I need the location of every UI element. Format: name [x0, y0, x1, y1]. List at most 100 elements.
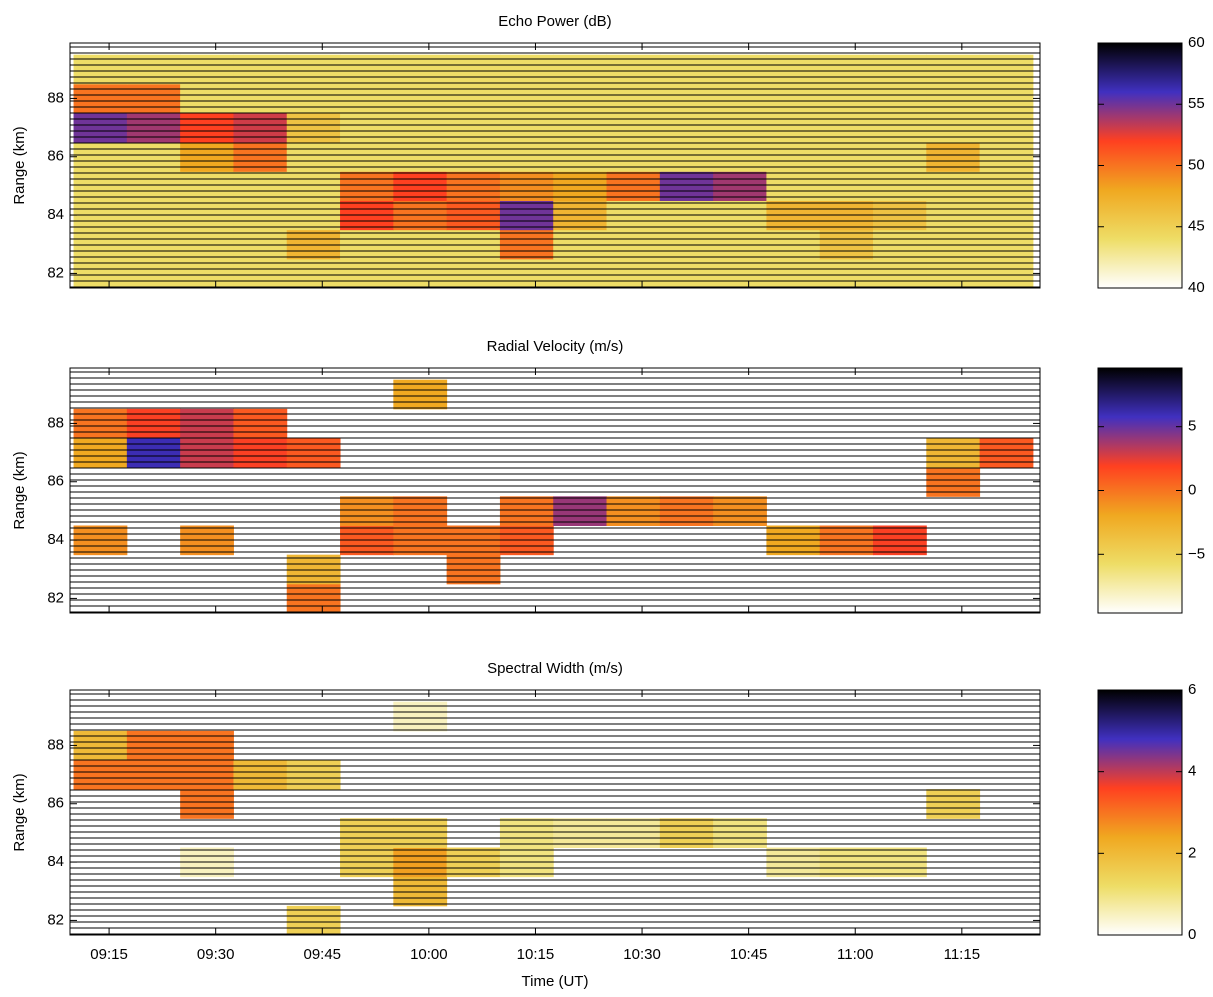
cell [873, 54, 927, 85]
cell [713, 496, 767, 526]
cell [499, 113, 554, 143]
cell [126, 408, 181, 439]
cell [606, 83, 661, 114]
cell [819, 171, 874, 201]
cell [286, 438, 341, 468]
cell [819, 113, 874, 143]
colorbar-tick-label: −5 [1188, 545, 1205, 562]
colorbar-tick-label: 0 [1188, 481, 1196, 498]
cell [233, 760, 288, 790]
cell [393, 379, 448, 410]
cell [499, 54, 554, 85]
cell [233, 438, 288, 468]
cell [393, 818, 448, 848]
cell [233, 258, 288, 288]
colorbar [1097, 42, 1183, 289]
y-axis-label: Range (km) [11, 773, 28, 851]
y-tick-label: 82 [47, 911, 64, 928]
y-tick-label: 88 [47, 414, 64, 431]
cell [340, 258, 394, 288]
cell [126, 171, 181, 201]
cell [340, 171, 394, 201]
cell [499, 496, 554, 526]
cell [73, 258, 128, 288]
colorbar-tick-label: 60 [1188, 34, 1205, 51]
cell [873, 258, 927, 288]
cell [606, 496, 661, 526]
cell [713, 83, 767, 114]
cell [553, 83, 608, 114]
cell [286, 83, 341, 114]
cell [926, 113, 981, 143]
cell [819, 83, 874, 114]
cell [340, 83, 394, 114]
cell [659, 171, 714, 201]
colorbar-tick-label: 4 [1188, 763, 1196, 780]
cell [286, 171, 341, 201]
cell [446, 54, 501, 85]
cell [553, 496, 608, 526]
cell [180, 54, 234, 85]
y-tick-label: 88 [47, 89, 64, 106]
panel-title: Echo Power (dB) [498, 13, 611, 30]
plot-frame [69, 42, 1041, 289]
cell [180, 438, 234, 468]
cell [979, 83, 1034, 114]
panel-title: Radial Velocity (m/s) [487, 338, 624, 355]
cell [926, 438, 981, 468]
cell [873, 113, 927, 143]
cell [606, 818, 661, 848]
cell [553, 258, 608, 288]
cell [73, 54, 128, 85]
cell [499, 818, 554, 848]
cell [180, 113, 234, 143]
cell [286, 905, 341, 935]
y-tick-label: 86 [47, 473, 64, 490]
cell [713, 113, 767, 143]
cell [233, 83, 288, 114]
cell [713, 54, 767, 85]
colorbar-tick-label: 6 [1188, 681, 1196, 698]
cell [180, 258, 234, 288]
x-tick-label: 10:15 [517, 946, 555, 963]
x-tick-label: 11:00 [837, 946, 873, 963]
cell [713, 171, 767, 201]
cell [233, 113, 288, 143]
cell [873, 83, 927, 114]
cell [73, 408, 128, 439]
cell [873, 171, 927, 201]
cell [659, 113, 714, 143]
cell [819, 258, 874, 288]
cell [659, 83, 714, 114]
cell [340, 496, 394, 526]
plot-frame [69, 367, 1041, 614]
cell [73, 113, 128, 143]
cell [659, 54, 714, 85]
cell [286, 258, 341, 288]
cell [606, 54, 661, 85]
x-tick-label: 09:45 [303, 946, 341, 963]
panel: 82 84 86 88 09:15 09:30 09:45 10:00 10:15 10:30 10… [11, 660, 1196, 990]
cell [233, 171, 288, 201]
cell [926, 258, 981, 288]
cell [393, 171, 448, 201]
cell [766, 113, 821, 143]
colorbar-tick-label: 45 [1188, 218, 1205, 235]
cell [126, 54, 181, 85]
cell [766, 171, 821, 201]
y-tick-label: 84 [47, 206, 64, 223]
y-tick-label: 86 [47, 795, 64, 812]
cell [553, 818, 608, 848]
x-tick-label: 09:15 [90, 946, 128, 963]
x-axis-label: Time (UT) [522, 973, 589, 990]
plot-frame [69, 689, 1041, 936]
cell [553, 54, 608, 85]
cell [393, 54, 448, 85]
cell [180, 760, 234, 790]
cell [979, 258, 1034, 288]
cell [126, 760, 181, 790]
x-tick-label: 09:30 [197, 946, 235, 963]
cell [926, 171, 981, 201]
panel: 82 84 86 88 Echo Power (dB) Range (km) 40 45 50 5… [11, 13, 1205, 296]
